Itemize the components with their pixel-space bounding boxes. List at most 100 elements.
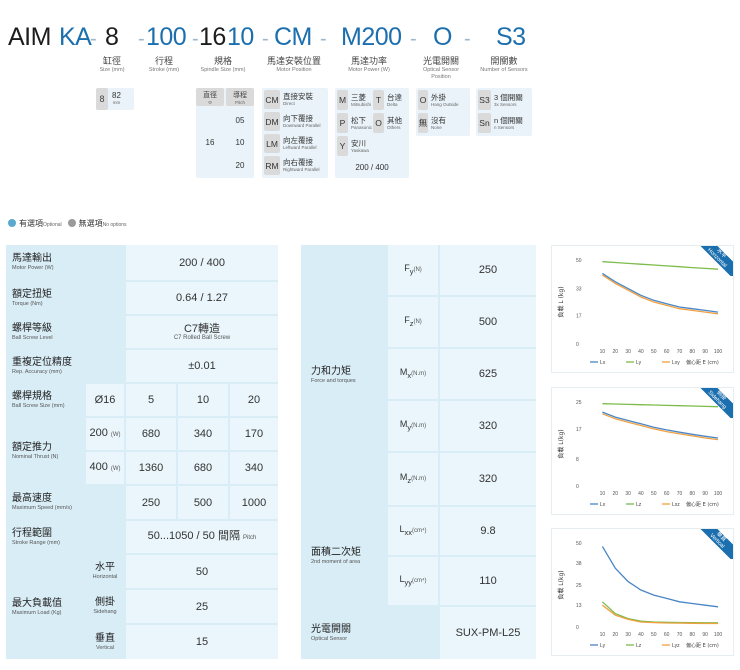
code-dash: - [90,28,97,50]
max-speed-value: 500 [178,486,228,519]
spec-table-right: 力和力矩 Force and torques Fy(N) 250 Fz(N) 50… [301,245,536,659]
x-axis-label: 偏心距 E (cm) [686,501,719,508]
torque-sym: My(N.m) [388,401,438,451]
model-code: AIM KA - 8 - 100 - 16 10 - CM - M200 - O… [8,22,528,52]
chart-sidehang: 0 8 17 25 10 20 30 40 50 60 70 80 90 100 負載 L(kg) Lx Lz L… [551,387,734,515]
x-tick-label: 20 [612,349,618,355]
legend-label: Lxz [672,502,680,508]
motor-position-lm: LM 向左覆接 Leftward Parallel [264,134,317,153]
size-key: 8 [96,88,108,110]
spindle-option: 直徑 Φ 導程 Pitch 16 05 10 20 [196,88,254,178]
moment-value: 9.8 [440,507,536,555]
moment-sym: Lxx(cm⁴) [388,507,438,555]
torque-value: 625 [440,349,536,399]
sensor-position-none: 無 沒有 None [418,113,446,133]
load-horizontal-value: 50 [126,555,278,588]
code-sensor-count: S3 [496,23,526,51]
code-pitch: 10 [227,23,254,51]
legend-none: 無選項No options [67,218,127,229]
label-sensor-position: 光電開關 Optical Sensor Position [422,56,460,80]
repeatability-value: ±0.01 [126,350,278,382]
x-tick-label: 50 [651,349,657,355]
x-tick-label: 70 [677,632,683,638]
code-dash: - [320,28,327,50]
x-tick-label: 10 [600,632,606,638]
y-tick-label: 0 [576,342,579,348]
load-horizontal-label: 水平 Horizontal [86,555,124,588]
spindle-col-diameter: 直徑 Φ [196,88,224,106]
x-tick-label: 90 [702,491,708,497]
repeatability-label: 重複定位精度 Rep. Accuracy (mm) [6,350,124,382]
load-chart-vertical: 0 13 25 38 50 10 20 30 40 50 60 70 80 90 100 負載 L(kg) Ly… [557,541,723,649]
legend-label: Lz [636,502,642,508]
code-dash: - [138,28,145,50]
x-tick-label: 40 [638,491,644,497]
load-vertical-value: 15 [126,625,278,659]
code-dash: - [262,28,269,50]
label-motor-position: 馬達安裝位置 Motor Position [266,56,321,73]
x-tick-label: 30 [625,349,631,355]
spindle-pitch: 05 [235,116,245,125]
motor-power-values: 200 / 400 [355,163,389,172]
spindle-diameter: 16 [205,138,215,147]
series-line [602,604,718,625]
legend-optional: 有選項Optional [8,218,62,229]
code-dash: - [192,28,199,50]
none-dot-icon [67,219,76,227]
x-tick-label: 100 [714,632,723,638]
code-diameter: 16 [199,23,226,51]
y-tick-label: 0 [576,484,579,490]
load-sidehang-label: 側掛 Sidehang [86,590,124,623]
legend-label: Lz [636,643,642,649]
load-sidehang-value: 25 [126,590,278,623]
series-line [602,413,719,441]
spindle-pitch: 10 [235,138,245,147]
series-line [601,546,719,608]
x-tick-label: 60 [664,349,670,355]
x-tick-label: 30 [625,491,631,497]
x-tick-label: 90 [702,632,708,638]
legend-label: Ly [600,643,606,649]
motor-brand-p: P 松下 Panasonic [337,113,372,133]
max-speed-value: 1000 [230,486,278,519]
spindle-pitch: 20 [235,161,245,170]
torque-sym: Mx(N.m) [388,349,438,399]
x-tick-label: 80 [690,632,696,638]
max-speed-value: 250 [126,486,176,519]
area-moment-label: 面積二次矩 2nd moment of area [301,507,386,605]
torque-sym: Mz(N.m) [388,453,438,505]
sensor-position-options: O 外掛 Hang Outside 無 沒有 None [416,88,470,136]
motor-brand-y: Y 安川 Yaskawa [337,136,369,156]
motor-position-dm: DM 向下覆接 Downward Parallel [264,112,321,131]
torque-label: 額定扭矩 Torque (Nm) [6,282,124,314]
sensor-count-s3: S3 3 個開關 3x Sensors [478,90,523,110]
legend: 有選項Optional 無選項No options [8,218,127,229]
legend-label: Lx [600,360,606,366]
code-sensor-position: O [433,23,452,51]
code-series: KA [59,23,92,51]
chart-ribbon: 垂直 Vertical [693,529,733,559]
code-dash: - [410,28,417,50]
thrust-power: 400 (W) [86,452,124,484]
torque-value: 0.64 / 1.27 [126,282,278,314]
optional-dot-icon [8,219,16,227]
max-load-label: 最大負載值 Maximum Load (Kg) [6,555,84,659]
label-sensor-count: 開關數 Number of Sensors [480,56,528,73]
motor-output-value: 200 / 400 [126,245,278,280]
optical-sensor-value: SUX-PM-L25 [440,607,536,659]
force-value: 250 [440,245,536,295]
sensor-count-sn: Sn n 個開關 n Sensors [478,113,523,133]
optical-sensor-label: 光電開關 Optical Sensor [301,607,438,659]
y-tick-label: 0 [576,625,579,631]
series-line [602,274,719,315]
x-tick-label: 30 [625,632,631,638]
moment-value: 110 [440,557,536,605]
size-value: 82 mm [112,91,121,105]
y-tick-label: 17 [576,313,582,319]
label-size: 缸徑 Size (mm) [99,56,125,73]
chart-ribbon: 側掛 Sidehang [693,388,733,418]
y-tick-label: 25 [576,583,582,589]
label-motor-power: 馬達功率 Motor Power (W) [348,56,390,73]
load-vertical-label: 垂直 Vertical [86,625,124,659]
legend-label: Lx [600,502,606,508]
